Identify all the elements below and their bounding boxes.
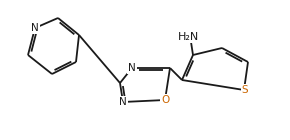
Text: N: N: [128, 63, 136, 73]
Text: N: N: [31, 23, 39, 33]
Text: H₂N: H₂N: [177, 32, 199, 42]
Text: S: S: [242, 85, 248, 95]
Text: O: O: [161, 95, 169, 105]
Text: N: N: [119, 97, 127, 107]
